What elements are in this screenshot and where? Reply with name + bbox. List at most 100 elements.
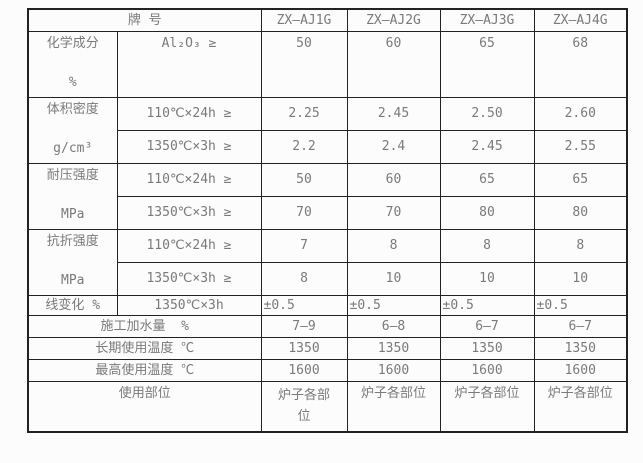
value-cell: 70 (260, 196, 348, 230)
condition-cell: Al₂O₃ ≥ (116, 31, 262, 98)
value-cell: 70 (346, 196, 441, 230)
brand-header-cell: 牌 号 (27, 8, 262, 32)
usage-value: 炉子各部位 (360, 386, 426, 401)
model-header-cell: ZX–AJ4G (533, 8, 628, 32)
section-label-chemical: 化学成分 % (27, 31, 118, 98)
value-cell: 8 (346, 229, 441, 263)
value-cell: ±0.5 (533, 295, 628, 316)
summary-label: 最高使用温度 ℃ (27, 359, 262, 382)
table-row-flexural-110: 抗折强度 MPa 110℃×24h ≥ 7 8 8 8 (27, 229, 628, 296)
table-row-density-110: 体积密度 g/cm³ 110℃×24h ≥ 2.25 2.45 2.50 2.6… (27, 97, 628, 164)
value-cell: 1600 (346, 359, 441, 382)
value-cell: 1600 (533, 359, 628, 382)
table-row-flexural-1350: 1350℃×3h ≥ 8 10 10 10 (28, 262, 628, 296)
model-header-cell: ZX–AJ1G (260, 8, 348, 32)
section-label-flexural: 抗折强度 MPa (27, 229, 118, 296)
value-cell: 2.55 (533, 130, 628, 164)
table-row-linear-change: 线变化 % 1350℃×3h ±0.5 ±0.5 ±0.5 ±0.5 (27, 295, 628, 316)
page: { "page": { "background": "#fcfcfc", "bo… (0, 8, 643, 463)
section-label-linear-change: 线变化 % (27, 295, 118, 316)
value-cell: 2.4 (346, 130, 441, 164)
value-cell: 68 (533, 31, 628, 98)
value-cell: ±0.5 (260, 295, 348, 316)
value-cell: 1350 (439, 337, 535, 360)
value-cell: 2.2 (260, 130, 348, 164)
condition-cell: 1350℃×3h (116, 295, 262, 316)
value-cell: 炉子各部位 (260, 381, 348, 433)
condition-cell: 1350℃×3h ≥ (116, 130, 262, 164)
value-cell: 7 (260, 229, 348, 263)
condition-cell: 110℃×24h ≥ (116, 163, 262, 197)
table-row-compressive-1350: 1350℃×3h ≥ 70 70 80 80 (28, 196, 628, 230)
value-cell: 1350 (260, 337, 348, 360)
value-cell: 2.25 (260, 97, 348, 131)
condition-cell: 1350℃×3h ≥ (116, 262, 262, 296)
value-cell: 2.45 (439, 130, 535, 164)
table-row-density-1350: 1350℃×3h ≥ 2.2 2.4 2.45 2.55 (28, 130, 628, 164)
table-row-longterm-temp: 长期使用温度 ℃ 1350 1350 1350 1350 (27, 337, 628, 360)
section-unit: MPa (61, 273, 85, 289)
section-label-split: 化学成分 % (29, 33, 116, 97)
section-unit: g/cm³ (53, 141, 93, 157)
value-cell: 炉子各部位 (533, 381, 628, 433)
section-name: 耐压强度 (46, 168, 99, 183)
usage-value: 炉子各部位 (277, 388, 330, 425)
value-cell: 50 (260, 31, 348, 98)
value-cell: 80 (439, 196, 535, 230)
value-cell: 65 (439, 31, 535, 98)
section-name: 体积密度 (46, 102, 99, 117)
usage-value: 炉子各部位 (547, 386, 613, 401)
value-cell: ±0.5 (346, 295, 441, 316)
value-cell: 6–7 (439, 315, 535, 338)
value-cell: 65 (439, 163, 535, 197)
value-cell: 8 (439, 229, 535, 263)
section-unit: % (68, 75, 77, 91)
value-cell: 6–8 (346, 315, 441, 338)
table-row-chemical: 化学成分 % Al₂O₃ ≥ 50 60 65 68 (27, 31, 628, 98)
section-label-split: 体积密度 g/cm³ (29, 99, 116, 163)
table-row-compressive-110: 耐压强度 MPa 110℃×24h ≥ 50 60 65 65 (27, 163, 628, 230)
model-header-cell: ZX–AJ2G (346, 8, 441, 32)
value-cell: 10 (439, 262, 535, 296)
table-row-usage: 使用部位 炉子各部位 炉子各部位 炉子各部位 炉子各部位 (27, 381, 628, 433)
condition-cell: 110℃×24h ≥ (116, 229, 262, 263)
value-cell: 炉子各部位 (439, 381, 535, 433)
section-label-compressive: 耐压强度 MPa (27, 163, 118, 230)
value-cell: 7–9 (260, 315, 348, 338)
value-cell: 1600 (260, 359, 348, 382)
value-cell: 60 (346, 31, 441, 98)
value-cell: 1350 (346, 337, 441, 360)
spec-table: 牌 号 ZX–AJ1G ZX–AJ2G ZX–AJ3G ZX–AJ4G 化学成分… (27, 8, 628, 433)
value-cell: 80 (533, 196, 628, 230)
model-header-cell: ZX–AJ3G (439, 8, 535, 32)
value-cell: 65 (533, 163, 628, 197)
summary-label: 使用部位 (27, 381, 262, 433)
value-cell: 8 (533, 229, 628, 263)
value-cell: 50 (260, 163, 348, 197)
value-cell: 2.60 (533, 97, 628, 131)
value-cell: 1350 (533, 337, 628, 360)
table-row-max-temp: 最高使用温度 ℃ 1600 1600 1600 1600 (27, 359, 628, 382)
value-cell: 10 (346, 262, 441, 296)
section-unit: MPa (61, 207, 85, 223)
usage-value: 炉子各部位 (454, 386, 520, 401)
table-row-water-addition: 施工加水量 % 7–9 6–8 6–7 6–7 (27, 315, 628, 338)
section-name: 抗折强度 (46, 234, 99, 249)
summary-label: 施工加水量 % (27, 315, 262, 338)
table-row-header: 牌 号 ZX–AJ1G ZX–AJ2G ZX–AJ3G ZX–AJ4G (27, 8, 628, 32)
section-label-split: 耐压强度 MPa (29, 165, 116, 229)
condition-cell: 110℃×24h ≥ (116, 97, 262, 131)
value-cell: 8 (260, 262, 348, 296)
value-cell: 2.50 (439, 97, 535, 131)
summary-label: 长期使用温度 ℃ (27, 337, 262, 360)
section-label-split: 抗折强度 MPa (29, 231, 116, 295)
condition-cell: 1350℃×3h ≥ (116, 196, 262, 230)
value-cell: 6–7 (533, 315, 628, 338)
value-cell: 10 (533, 262, 628, 296)
value-cell: 1600 (439, 359, 535, 382)
value-cell: 炉子各部位 (346, 381, 441, 433)
value-cell: 2.45 (346, 97, 441, 131)
value-cell: 60 (346, 163, 441, 197)
section-label-density: 体积密度 g/cm³ (27, 97, 118, 164)
section-name: 化学成分 (46, 36, 99, 51)
